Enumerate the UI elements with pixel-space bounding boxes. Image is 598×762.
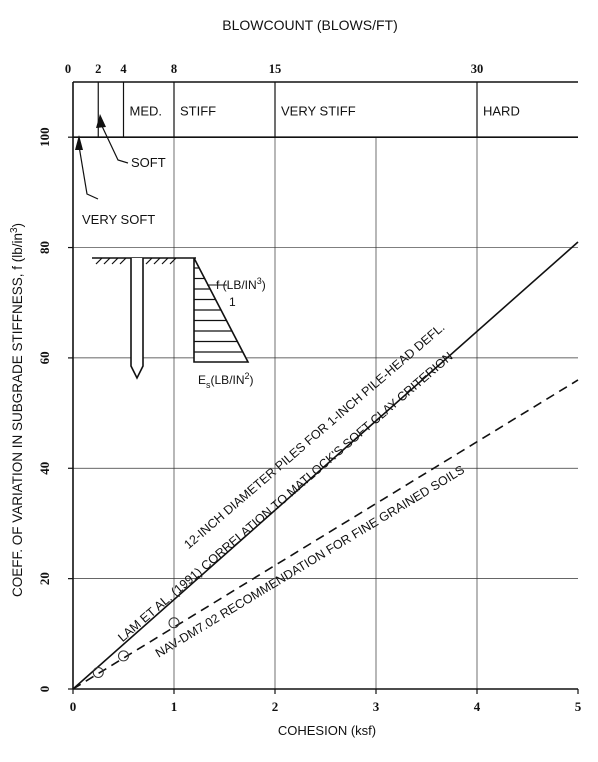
series-lines (72, 241, 579, 690)
pile-inset: f (LB/IN3) 1 Es(LB/IN2) (92, 257, 266, 390)
y-tick-label-0: 0 (37, 686, 52, 693)
circle-marker-0 (92, 666, 104, 678)
axis-ticks: 0 1 2 3 4 5 0 20 40 60 80 100 0 2 4 8 15 30 (37, 62, 582, 714)
series-line-0 (72, 241, 579, 690)
circle-markers (92, 617, 180, 678)
very-soft-label: VERY SOFT (82, 212, 155, 227)
x-tick-label-3: 3 (373, 699, 380, 714)
very-soft-arrow-head (75, 135, 83, 150)
top-axis-title: BLOWCOUNT (BLOWS/FT) (222, 17, 398, 33)
consistency-label-3: HARD (483, 104, 520, 119)
top-tick-label-2: 4 (120, 62, 127, 76)
circle-marker-2 (168, 617, 180, 629)
top-tick-label-5: 30 (471, 62, 484, 76)
soft-arrow-head (96, 114, 106, 128)
top-tick-label-1: 2 (95, 62, 101, 76)
y-axis-title: COEFF. OF VARIATION IN SUBGRADE STIFFNES… (9, 223, 25, 597)
x-tick-label-1: 1 (171, 699, 178, 714)
series-line-1 (72, 379, 579, 690)
y-tick-label-3: 60 (37, 351, 52, 364)
circle-marker-1 (118, 650, 129, 662)
consistency-label-2: VERY STIFF (281, 104, 356, 119)
grid (73, 137, 578, 689)
es-units-label: Es(LB/IN2) (198, 371, 254, 390)
slope-label: 1 (229, 295, 236, 309)
top-tick-label-3: 8 (171, 62, 177, 76)
consistency-band: MED. STIFF VERY STIFF HARD (97, 82, 520, 138)
soft-label: SOFT (131, 155, 166, 170)
pile (130, 258, 144, 380)
x-tick-label-2: 2 (272, 699, 279, 714)
plot-frame (72, 81, 578, 690)
ground-hatch (95, 257, 177, 265)
f-units-label: f (LB/IN3) (216, 276, 266, 292)
y-tick-label-4: 80 (37, 241, 52, 254)
top-tick-label-4: 15 (269, 62, 282, 76)
x-tick-label-0: 0 (70, 699, 77, 714)
y-tick-label-2: 40 (37, 462, 52, 475)
very-soft-leader (78, 145, 99, 200)
soft-callouts: SOFT VERY SOFT (75, 114, 166, 227)
soft-leader (100, 123, 129, 164)
consistency-label-1: STIFF (180, 104, 216, 119)
y-tick-label-5: 100 (37, 127, 52, 147)
wedge-hatch (194, 267, 243, 353)
x-tick-label-4: 4 (474, 699, 481, 714)
y-tick-label-1: 20 (37, 572, 52, 585)
x-tick-label-5: 5 (575, 699, 582, 714)
top-tick-label-0: 0 (65, 62, 71, 76)
x-axis-title: COHESION (ksf) (278, 723, 376, 738)
consistency-label-0: MED. (130, 104, 163, 119)
